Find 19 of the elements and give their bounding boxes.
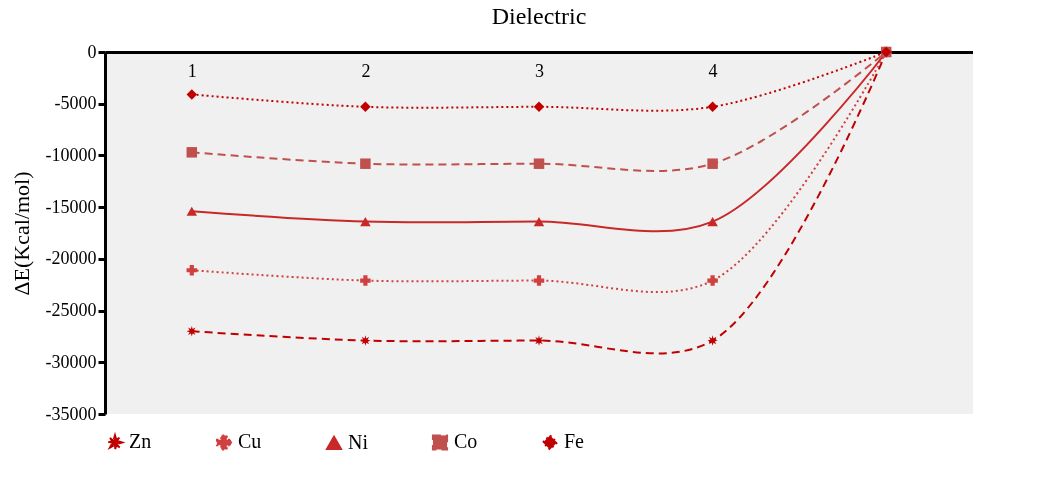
x-tick-label: 3 — [535, 60, 544, 81]
y-tick-label: -10000 — [45, 144, 97, 165]
legend-label: Fe — [564, 430, 585, 453]
y-axis-title: ΔE(Kcal/mol) — [8, 171, 34, 296]
y-tick-label: -35000 — [45, 403, 97, 424]
legend-label: Ni — [348, 430, 369, 453]
chart-title: Dielectric — [491, 3, 587, 29]
legend-label: Zn — [129, 430, 152, 453]
y-tick-label: -25000 — [45, 300, 97, 321]
x-tick-label: 1 — [187, 60, 197, 81]
y-tick-label: -30000 — [45, 351, 97, 372]
legend-label: Cu — [238, 430, 262, 453]
y-tick-label: -20000 — [45, 248, 97, 269]
legend-label: Co — [454, 430, 478, 453]
y-tick-label: -5000 — [54, 93, 97, 114]
x-tick-label: 2 — [361, 60, 371, 81]
x-tick-label: 4 — [708, 60, 718, 81]
y-tick-label: 0 — [87, 41, 97, 62]
y-tick-label: -15000 — [45, 196, 97, 217]
